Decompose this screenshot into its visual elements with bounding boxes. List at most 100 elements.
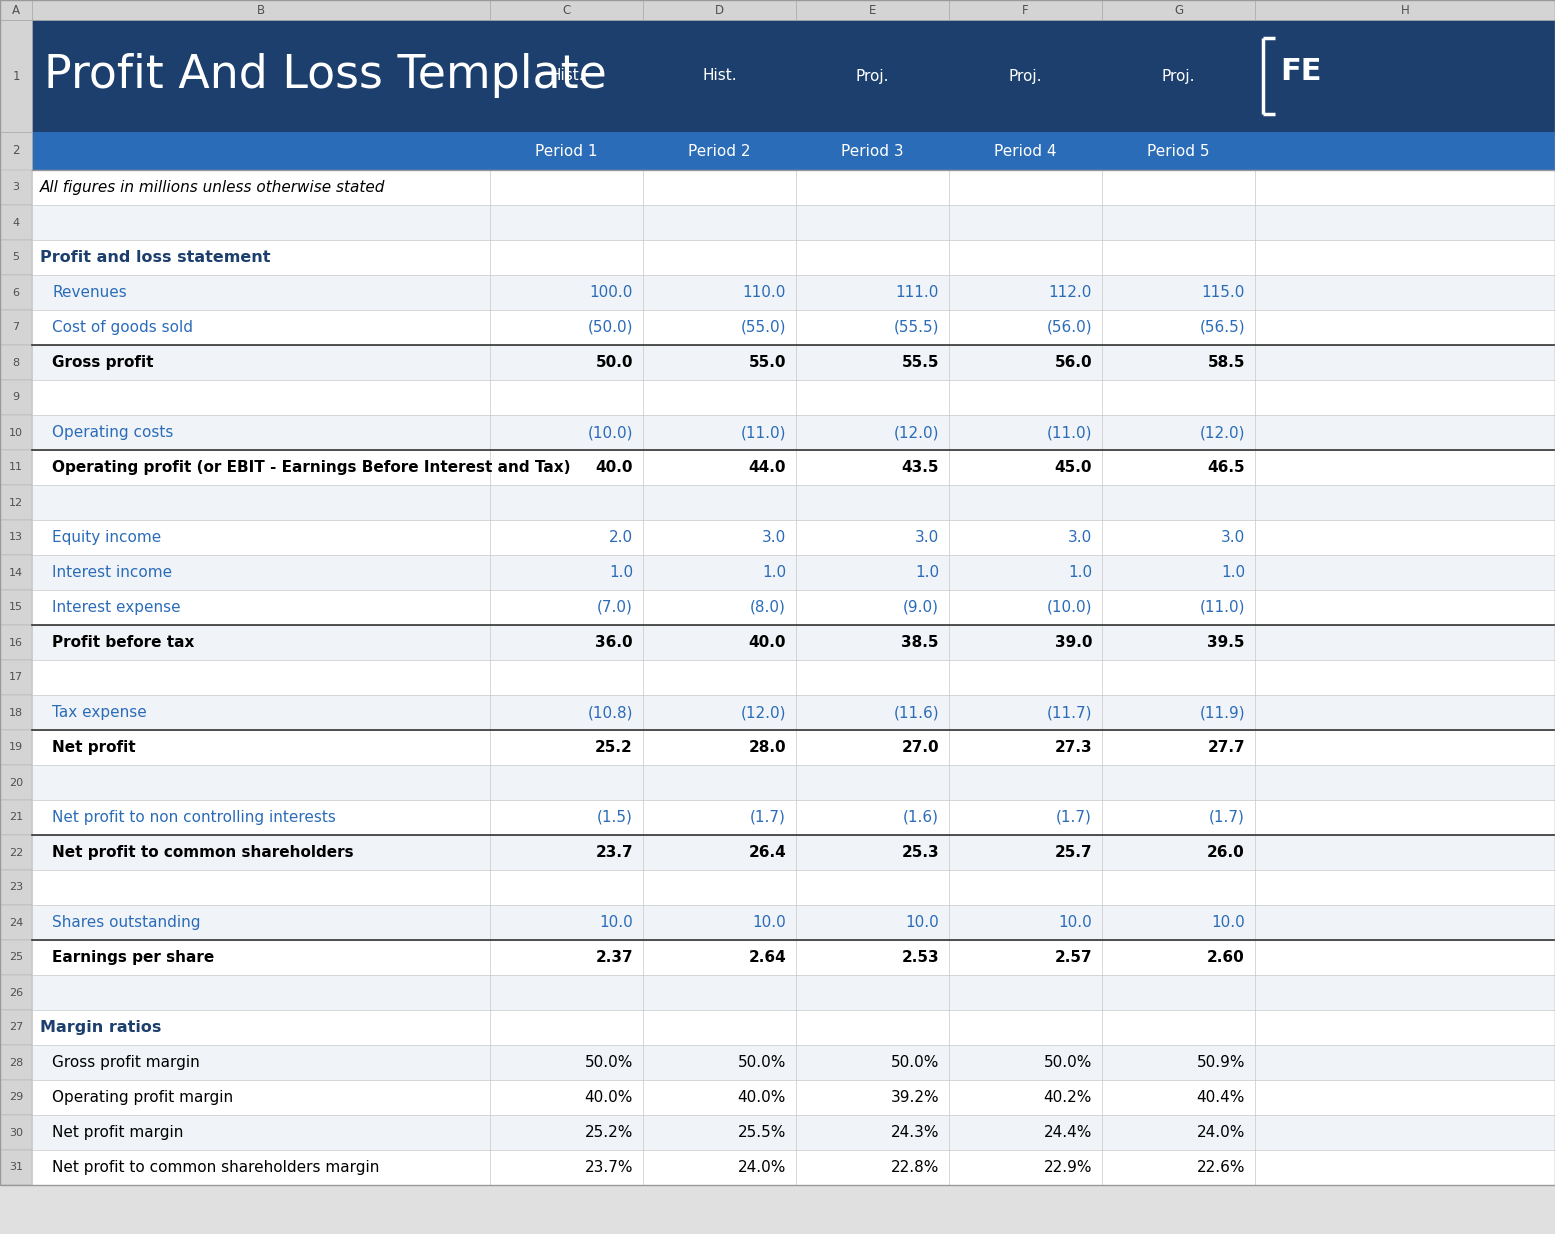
Bar [33,1045,1555,1080]
Text: 26.4: 26.4 [748,845,785,860]
Text: 38.5: 38.5 [902,636,939,650]
Text: 25.2%: 25.2% [585,1125,633,1140]
Bar [0,590,33,624]
Text: 110.0: 110.0 [743,285,785,300]
Text: 27.0: 27.0 [902,740,939,755]
Text: (12.0): (12.0) [894,424,939,441]
Text: 18: 18 [9,707,23,717]
Bar [0,20,1555,132]
Text: 50.9%: 50.9% [1196,1055,1246,1070]
Bar [0,170,33,205]
Text: 58.5: 58.5 [1208,355,1246,370]
Text: 22.9%: 22.9% [1043,1160,1092,1175]
Text: Earnings per share: Earnings per share [51,950,215,965]
Text: 45.0: 45.0 [1054,460,1092,475]
Text: (11.0): (11.0) [740,424,785,441]
Text: Gross profit: Gross profit [51,355,154,370]
Bar [33,0,490,20]
Text: Tax expense: Tax expense [51,705,146,719]
Text: 115.0: 115.0 [1202,285,1246,300]
Text: 10: 10 [9,427,23,438]
Bar [0,1009,33,1045]
Bar [0,0,33,20]
Bar [33,1150,1555,1185]
Text: 4: 4 [12,217,20,227]
Bar [0,450,33,485]
Text: 12: 12 [9,497,23,507]
Text: 28.0: 28.0 [748,740,785,755]
Text: 43.5: 43.5 [902,460,939,475]
Text: Net profit margin: Net profit margin [51,1125,183,1140]
Bar [0,520,33,555]
Bar [0,380,33,415]
Text: 17: 17 [9,673,23,682]
Bar [33,765,1555,800]
Text: 3.0: 3.0 [762,529,785,545]
Bar [33,800,1555,835]
Text: 24: 24 [9,918,23,928]
Text: F: F [1022,4,1029,16]
Text: 50.0%: 50.0% [1043,1055,1092,1070]
Bar [33,624,1555,660]
Text: 7: 7 [12,322,20,332]
Text: 21: 21 [9,812,23,823]
Text: (11.0): (11.0) [1047,424,1092,441]
Bar [0,940,33,975]
Bar [0,624,33,660]
Bar [33,555,1555,590]
Text: 39.2%: 39.2% [891,1090,939,1104]
Text: 2.60: 2.60 [1207,950,1246,965]
Bar [33,975,1555,1009]
Bar [33,695,1555,731]
Text: (12.0): (12.0) [740,705,785,719]
Text: 1.0: 1.0 [1221,565,1246,580]
Text: (55.0): (55.0) [740,320,785,334]
Text: (11.9): (11.9) [1199,705,1246,719]
Text: (8.0): (8.0) [750,600,785,615]
Text: 3.0: 3.0 [1221,529,1246,545]
Text: (7.0): (7.0) [597,600,633,615]
Text: (10.0): (10.0) [588,424,633,441]
Bar [0,346,33,380]
Bar [33,415,1555,450]
Text: 11: 11 [9,463,23,473]
Bar [949,0,1102,20]
Bar [0,20,33,132]
Text: H: H [1401,4,1409,16]
Text: Equity income: Equity income [51,529,162,545]
Text: 46.5: 46.5 [1207,460,1246,475]
Text: (12.0): (12.0) [1199,424,1246,441]
Text: 50.0%: 50.0% [585,1055,633,1070]
Bar [33,660,1555,695]
Text: 55.0: 55.0 [748,355,785,370]
Text: (10.8): (10.8) [588,705,633,719]
Bar [1102,0,1255,20]
Bar [0,1045,33,1080]
Text: Profit and loss statement: Profit and loss statement [40,251,271,265]
Text: 2.37: 2.37 [596,950,633,965]
Bar [0,239,33,275]
Text: 1.0: 1.0 [610,565,633,580]
Text: Operating profit margin: Operating profit margin [51,1090,233,1104]
Text: 112.0: 112.0 [1048,285,1092,300]
Text: (11.6): (11.6) [894,705,939,719]
Bar [33,870,1555,905]
Bar [0,731,33,765]
Text: E: E [869,4,875,16]
Text: Hist.: Hist. [549,69,583,84]
Text: 50.0%: 50.0% [891,1055,939,1070]
Text: Margin ratios: Margin ratios [40,1021,162,1035]
Text: Revenues: Revenues [51,285,128,300]
Text: 10.0: 10.0 [753,914,785,930]
Text: (1.7): (1.7) [750,810,785,826]
Text: (1.7): (1.7) [1056,810,1092,826]
Text: 24.4%: 24.4% [1043,1125,1092,1140]
Text: D: D [715,4,725,16]
Text: (10.0): (10.0) [1047,600,1092,615]
Text: 23.7%: 23.7% [585,1160,633,1175]
Bar [0,1080,33,1116]
Bar [33,1080,1555,1116]
Text: 27.3: 27.3 [1054,740,1092,755]
Text: 16: 16 [9,638,23,648]
Text: Interest income: Interest income [51,565,173,580]
